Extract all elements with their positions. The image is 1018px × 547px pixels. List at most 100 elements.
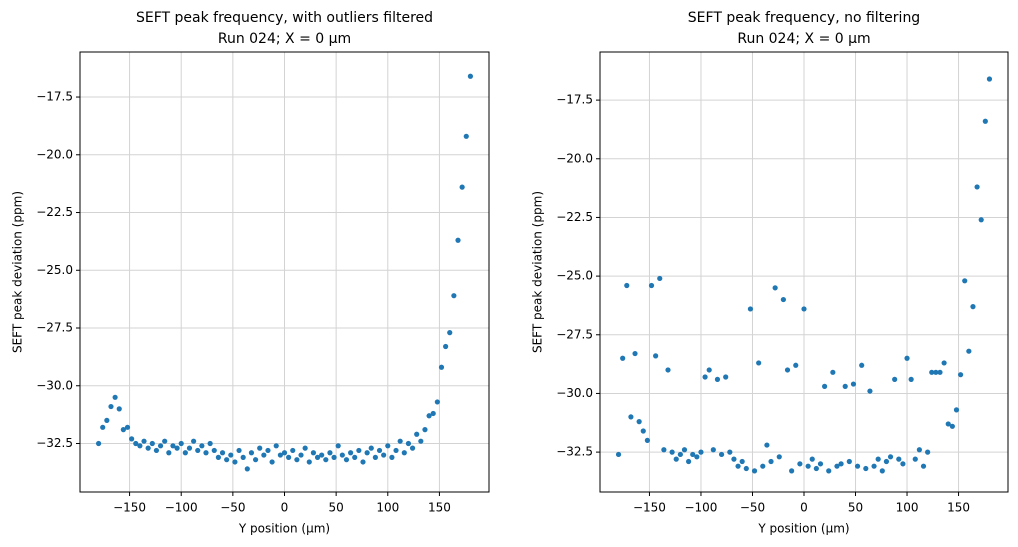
point <box>871 463 877 469</box>
point <box>459 184 465 190</box>
point <box>186 445 193 451</box>
point <box>974 184 980 190</box>
point <box>261 452 267 458</box>
point <box>145 445 151 451</box>
x-tick-label: −150 <box>633 501 666 515</box>
point <box>426 413 432 419</box>
x-tick-label: 150 <box>947 501 970 515</box>
point <box>714 376 721 382</box>
point <box>620 355 626 361</box>
x-axis-label: Y position (µm) <box>757 522 849 536</box>
point <box>219 450 226 456</box>
point <box>294 457 300 463</box>
point <box>648 282 655 289</box>
point <box>723 374 729 380</box>
point <box>257 445 263 451</box>
point <box>409 445 416 451</box>
point <box>95 440 102 447</box>
y-tick-label: −32.5 <box>36 436 73 450</box>
point <box>455 237 461 243</box>
y-tick-label: −20.0 <box>36 147 73 161</box>
point <box>797 461 803 467</box>
y-tick-label: −22.5 <box>36 205 73 219</box>
point <box>385 443 391 449</box>
point <box>443 343 449 350</box>
point <box>178 440 184 447</box>
point <box>694 454 700 460</box>
point <box>653 353 659 359</box>
point <box>129 436 135 442</box>
point <box>162 438 168 444</box>
point <box>286 454 292 460</box>
point <box>228 452 234 458</box>
point <box>343 457 350 463</box>
point <box>690 451 696 458</box>
plot-frame <box>599 51 1009 493</box>
y-axis-label: SEFT peak deviation (ppm) <box>531 191 545 353</box>
point <box>789 468 795 474</box>
point <box>962 278 968 284</box>
point <box>900 461 906 467</box>
point <box>698 449 704 455</box>
point <box>875 456 881 462</box>
point <box>323 457 329 463</box>
point <box>776 454 782 460</box>
point <box>854 463 861 469</box>
x-tick-label: 150 <box>428 501 451 515</box>
point <box>710 447 716 453</box>
point <box>657 275 663 282</box>
point <box>937 369 943 375</box>
point <box>104 417 110 423</box>
point <box>438 364 445 370</box>
point <box>727 449 733 455</box>
point <box>389 454 395 460</box>
y-tick-label: −27.5 <box>556 327 593 341</box>
x-tick-label: −150 <box>113 501 146 515</box>
point <box>677 451 683 458</box>
point <box>236 447 242 454</box>
point <box>232 459 238 465</box>
point <box>702 374 708 380</box>
point <box>277 452 283 458</box>
point <box>929 369 935 375</box>
point <box>356 447 362 454</box>
point <box>624 282 630 289</box>
point <box>863 465 869 472</box>
point <box>133 440 139 447</box>
point <box>661 447 667 453</box>
point <box>793 362 799 368</box>
point <box>883 458 890 465</box>
x-tick-label: 50 <box>848 501 863 515</box>
point <box>966 348 972 354</box>
chart-title: SEFT peak frequency, no filtering <box>688 10 920 26</box>
point <box>780 296 786 303</box>
point <box>467 73 474 79</box>
y-tick-label: −25.0 <box>36 263 73 277</box>
point <box>273 443 279 449</box>
point <box>281 450 288 456</box>
y-tick-label: −17.5 <box>556 93 593 107</box>
point <box>859 362 865 368</box>
point <box>801 306 807 312</box>
point <box>422 427 428 433</box>
point <box>463 133 469 139</box>
chart-title: SEFT peak frequency, with outliers filte… <box>136 10 433 26</box>
point <box>850 381 857 387</box>
y-tick-label: −32.5 <box>556 445 593 459</box>
point <box>166 450 172 456</box>
point <box>735 463 741 469</box>
point <box>211 447 217 454</box>
point <box>290 447 296 454</box>
x-tick-label: 100 <box>376 501 399 515</box>
point <box>941 360 947 366</box>
chart-subtitle: Run 024; X = 0 µm <box>218 31 351 47</box>
point <box>784 367 791 373</box>
point <box>124 424 131 430</box>
point <box>120 427 126 433</box>
point <box>640 428 646 434</box>
point <box>244 466 250 472</box>
point <box>252 457 259 463</box>
point <box>846 458 852 465</box>
point <box>149 440 155 447</box>
